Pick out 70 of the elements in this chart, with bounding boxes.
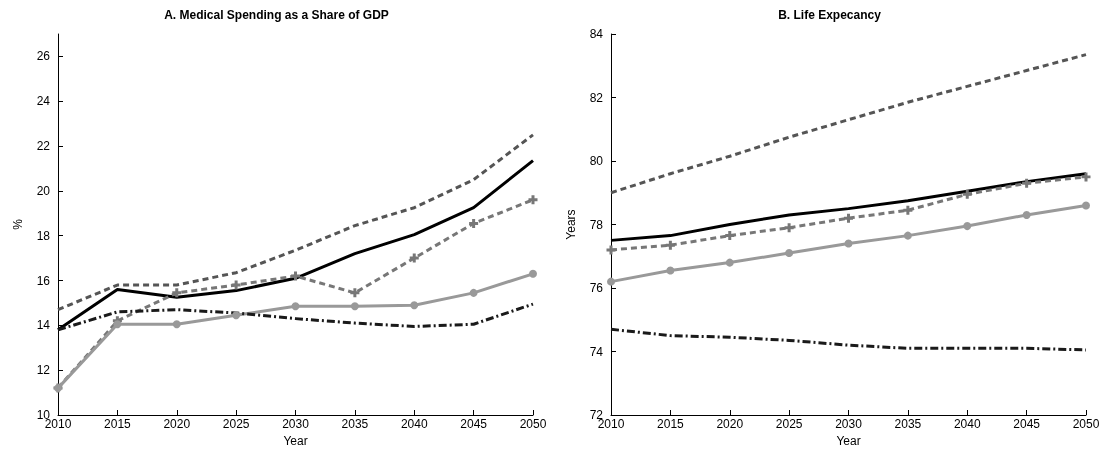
point xyxy=(291,302,300,311)
y-axis-title: % xyxy=(11,218,25,230)
x-tick-label: 2020 xyxy=(163,417,191,431)
point xyxy=(172,320,181,329)
point xyxy=(963,222,972,231)
y-tick-label: 24 xyxy=(36,94,51,109)
point xyxy=(665,240,675,250)
x-tick-label: 2050 xyxy=(1072,417,1100,431)
point xyxy=(725,258,734,267)
y-tick-label: 26 xyxy=(36,49,51,64)
line-series xyxy=(609,53,1088,195)
point xyxy=(962,189,972,199)
point xyxy=(1022,178,1032,188)
y-tick-label: 74 xyxy=(589,344,604,359)
point xyxy=(725,231,735,241)
x-tick-label: 2045 xyxy=(1013,417,1041,431)
y-tick-label: 82 xyxy=(589,90,604,105)
x-tick-label: 2030 xyxy=(282,417,310,431)
y-tick-label: 84 xyxy=(589,27,604,41)
point xyxy=(785,249,794,258)
y-tick-label: 80 xyxy=(589,154,604,168)
line-series xyxy=(609,327,1088,352)
point xyxy=(903,231,912,240)
point xyxy=(113,320,122,329)
point xyxy=(469,218,479,228)
point xyxy=(903,205,913,215)
point xyxy=(291,271,300,281)
point xyxy=(410,301,419,310)
point xyxy=(232,311,241,320)
line-series xyxy=(56,133,535,312)
line-series xyxy=(56,302,535,332)
x-tick-label: 2015 xyxy=(104,417,132,431)
point xyxy=(1082,201,1090,210)
point xyxy=(231,280,241,290)
point xyxy=(350,288,360,298)
y-tick-label: 12 xyxy=(36,363,51,378)
y-tick-label: 76 xyxy=(589,281,604,295)
point xyxy=(666,266,675,275)
point xyxy=(607,277,615,286)
point xyxy=(844,213,853,223)
x-tick-label: 2040 xyxy=(400,417,428,431)
y-axis-title: Years xyxy=(564,209,578,240)
y-tick-label: 22 xyxy=(36,139,51,154)
x-axis-title: Year xyxy=(836,433,861,448)
x-tick-label: 2030 xyxy=(835,417,863,431)
x-tick-label: 2050 xyxy=(519,417,547,431)
x-tick-label: 2045 xyxy=(460,417,488,431)
point xyxy=(469,288,478,297)
x-tick-label: 2040 xyxy=(953,417,981,431)
y-tick-label: 78 xyxy=(589,217,604,232)
x-tick-label: 2020 xyxy=(716,417,744,431)
y-tick-label: 14 xyxy=(36,318,51,333)
x-tick-label: 2035 xyxy=(341,417,369,431)
x-tick-label: 2025 xyxy=(775,417,803,431)
point xyxy=(844,239,853,248)
chart-title: B. Life Expecancy xyxy=(778,8,882,22)
y-tick-label: 20 xyxy=(36,183,51,198)
point xyxy=(1022,210,1031,219)
x-axis-title: Year xyxy=(283,433,308,448)
point xyxy=(529,269,537,278)
point xyxy=(350,302,359,311)
point xyxy=(409,253,419,263)
y-tick-label: 18 xyxy=(36,228,51,243)
chart-title: A. Medical Spending as a Share of GDP xyxy=(164,8,389,22)
y-tick-label: 16 xyxy=(36,273,51,288)
point xyxy=(172,288,182,298)
x-tick-label: 2015 xyxy=(657,417,685,431)
x-tick-label: 2025 xyxy=(222,417,250,431)
x-tick-label: 2035 xyxy=(894,417,922,431)
point xyxy=(784,223,794,233)
